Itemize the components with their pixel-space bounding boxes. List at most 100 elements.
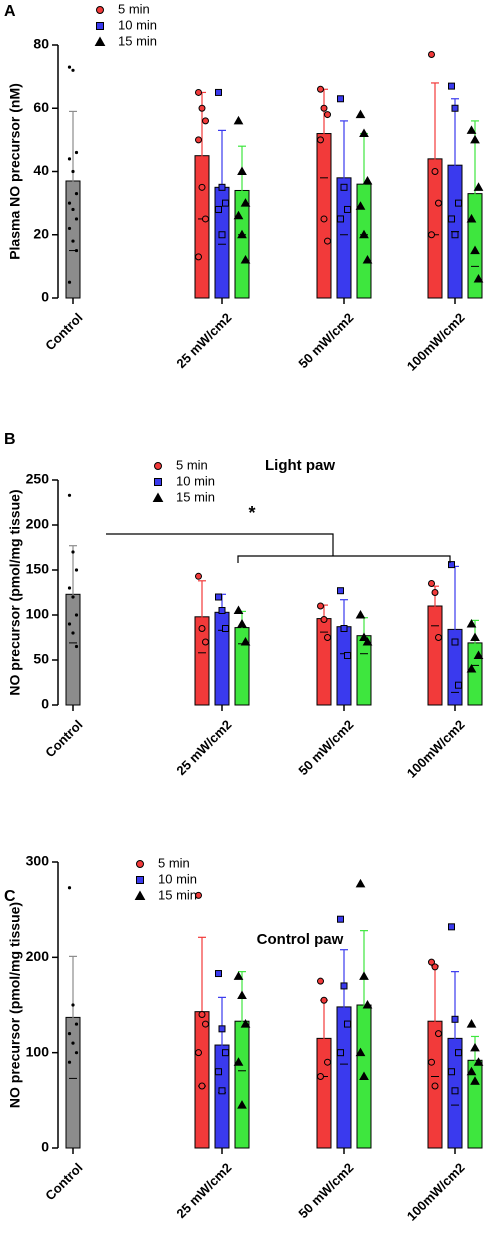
data-point bbox=[466, 213, 477, 223]
data-point bbox=[71, 1003, 75, 1007]
data-point bbox=[195, 136, 202, 144]
data-point bbox=[202, 215, 209, 223]
data-point bbox=[94, 36, 106, 46]
data-point bbox=[198, 1011, 206, 1019]
data-point bbox=[198, 183, 206, 191]
data-point bbox=[431, 1082, 439, 1090]
x-tick-label: Control bbox=[42, 1160, 85, 1203]
data-point bbox=[96, 6, 104, 14]
significance-bracket bbox=[237, 555, 451, 563]
data-point bbox=[435, 634, 442, 641]
x-tick-label: 25 mW/cm2 bbox=[173, 1160, 234, 1221]
data-point bbox=[473, 650, 484, 659]
data-point bbox=[473, 274, 484, 283]
data-point bbox=[320, 215, 328, 223]
data-point bbox=[222, 625, 229, 632]
data-point bbox=[67, 622, 72, 626]
data-point bbox=[152, 492, 164, 502]
data-point bbox=[320, 104, 328, 112]
data-point bbox=[67, 586, 72, 590]
data-point bbox=[448, 1068, 455, 1076]
data-point bbox=[71, 68, 75, 72]
x-tick-label: 100mW/cm2 bbox=[404, 310, 468, 374]
data-point bbox=[215, 970, 222, 978]
data-point bbox=[448, 923, 455, 931]
data-point bbox=[359, 632, 369, 641]
data-point bbox=[473, 182, 484, 191]
data-point bbox=[202, 1020, 209, 1028]
data-point bbox=[222, 199, 229, 207]
data-point bbox=[67, 157, 72, 161]
data-point bbox=[466, 663, 477, 673]
data-point bbox=[344, 1020, 351, 1028]
data-point bbox=[74, 644, 79, 649]
y-tick-label: 100 bbox=[26, 1043, 50, 1059]
data-point bbox=[466, 1066, 477, 1076]
data-point bbox=[195, 1049, 202, 1057]
data-point bbox=[355, 201, 366, 210]
data-point bbox=[359, 971, 369, 980]
data-point bbox=[340, 982, 348, 990]
data-point bbox=[67, 1060, 72, 1064]
annotation: * bbox=[248, 503, 255, 523]
data-point bbox=[136, 876, 144, 884]
data-point bbox=[71, 631, 75, 635]
data-point bbox=[67, 1032, 72, 1036]
data-point bbox=[362, 636, 373, 646]
data-point bbox=[195, 572, 202, 580]
data-point bbox=[198, 625, 206, 632]
data-point bbox=[222, 1049, 229, 1057]
data-point bbox=[134, 890, 146, 900]
x-tick-label: 100mW/cm2 bbox=[404, 1160, 468, 1224]
data-point bbox=[240, 255, 251, 264]
data-point bbox=[74, 1051, 79, 1055]
y-tick-label: 300 bbox=[26, 853, 50, 869]
x-tick-label: Control bbox=[42, 717, 85, 760]
data-point bbox=[448, 215, 455, 223]
data-point bbox=[470, 1076, 480, 1085]
data-point bbox=[195, 88, 202, 96]
y-tick-label: 60 bbox=[33, 99, 49, 115]
data-point bbox=[237, 166, 247, 175]
legend-label: 10 min bbox=[118, 17, 157, 32]
data-point bbox=[466, 125, 477, 134]
data-point bbox=[451, 638, 459, 646]
data-point bbox=[355, 609, 366, 619]
data-point bbox=[67, 280, 72, 284]
data-point bbox=[67, 226, 72, 231]
data-point bbox=[218, 607, 226, 614]
data-point bbox=[451, 1087, 459, 1095]
y-axis-title: NO precursor (pmol/mg tissue) bbox=[7, 902, 23, 1108]
y-axis-title: Plasma NO precursor (nM) bbox=[7, 83, 23, 260]
data-point bbox=[74, 150, 79, 155]
data-point bbox=[67, 886, 72, 890]
data-point bbox=[428, 50, 435, 58]
data-point bbox=[154, 478, 162, 486]
data-point bbox=[355, 878, 366, 888]
data-point bbox=[317, 977, 324, 985]
data-point bbox=[71, 550, 75, 554]
y-tick-label: 200 bbox=[26, 948, 50, 964]
panel-label: A bbox=[4, 3, 16, 20]
data-point bbox=[344, 652, 351, 659]
data-point bbox=[317, 1073, 324, 1080]
data-point bbox=[337, 915, 344, 923]
x-tick-label: 25 mW/cm2 bbox=[173, 717, 234, 778]
data-point bbox=[215, 1068, 222, 1076]
data-point bbox=[71, 207, 75, 212]
data-point bbox=[344, 205, 351, 213]
data-point bbox=[74, 1022, 79, 1026]
x-tick-label: 50 mW/cm2 bbox=[295, 310, 356, 371]
y-tick-label: 100 bbox=[26, 606, 50, 622]
significance-bracket bbox=[106, 533, 334, 556]
data-point bbox=[195, 891, 202, 899]
data-point bbox=[362, 999, 373, 1009]
data-point bbox=[428, 1058, 435, 1066]
data-point bbox=[237, 229, 247, 239]
data-point bbox=[71, 1041, 75, 1045]
data-point bbox=[202, 117, 209, 125]
data-point bbox=[67, 201, 72, 205]
x-tick-label: Control bbox=[42, 310, 85, 353]
data-point bbox=[359, 128, 369, 138]
data-point bbox=[355, 109, 366, 119]
